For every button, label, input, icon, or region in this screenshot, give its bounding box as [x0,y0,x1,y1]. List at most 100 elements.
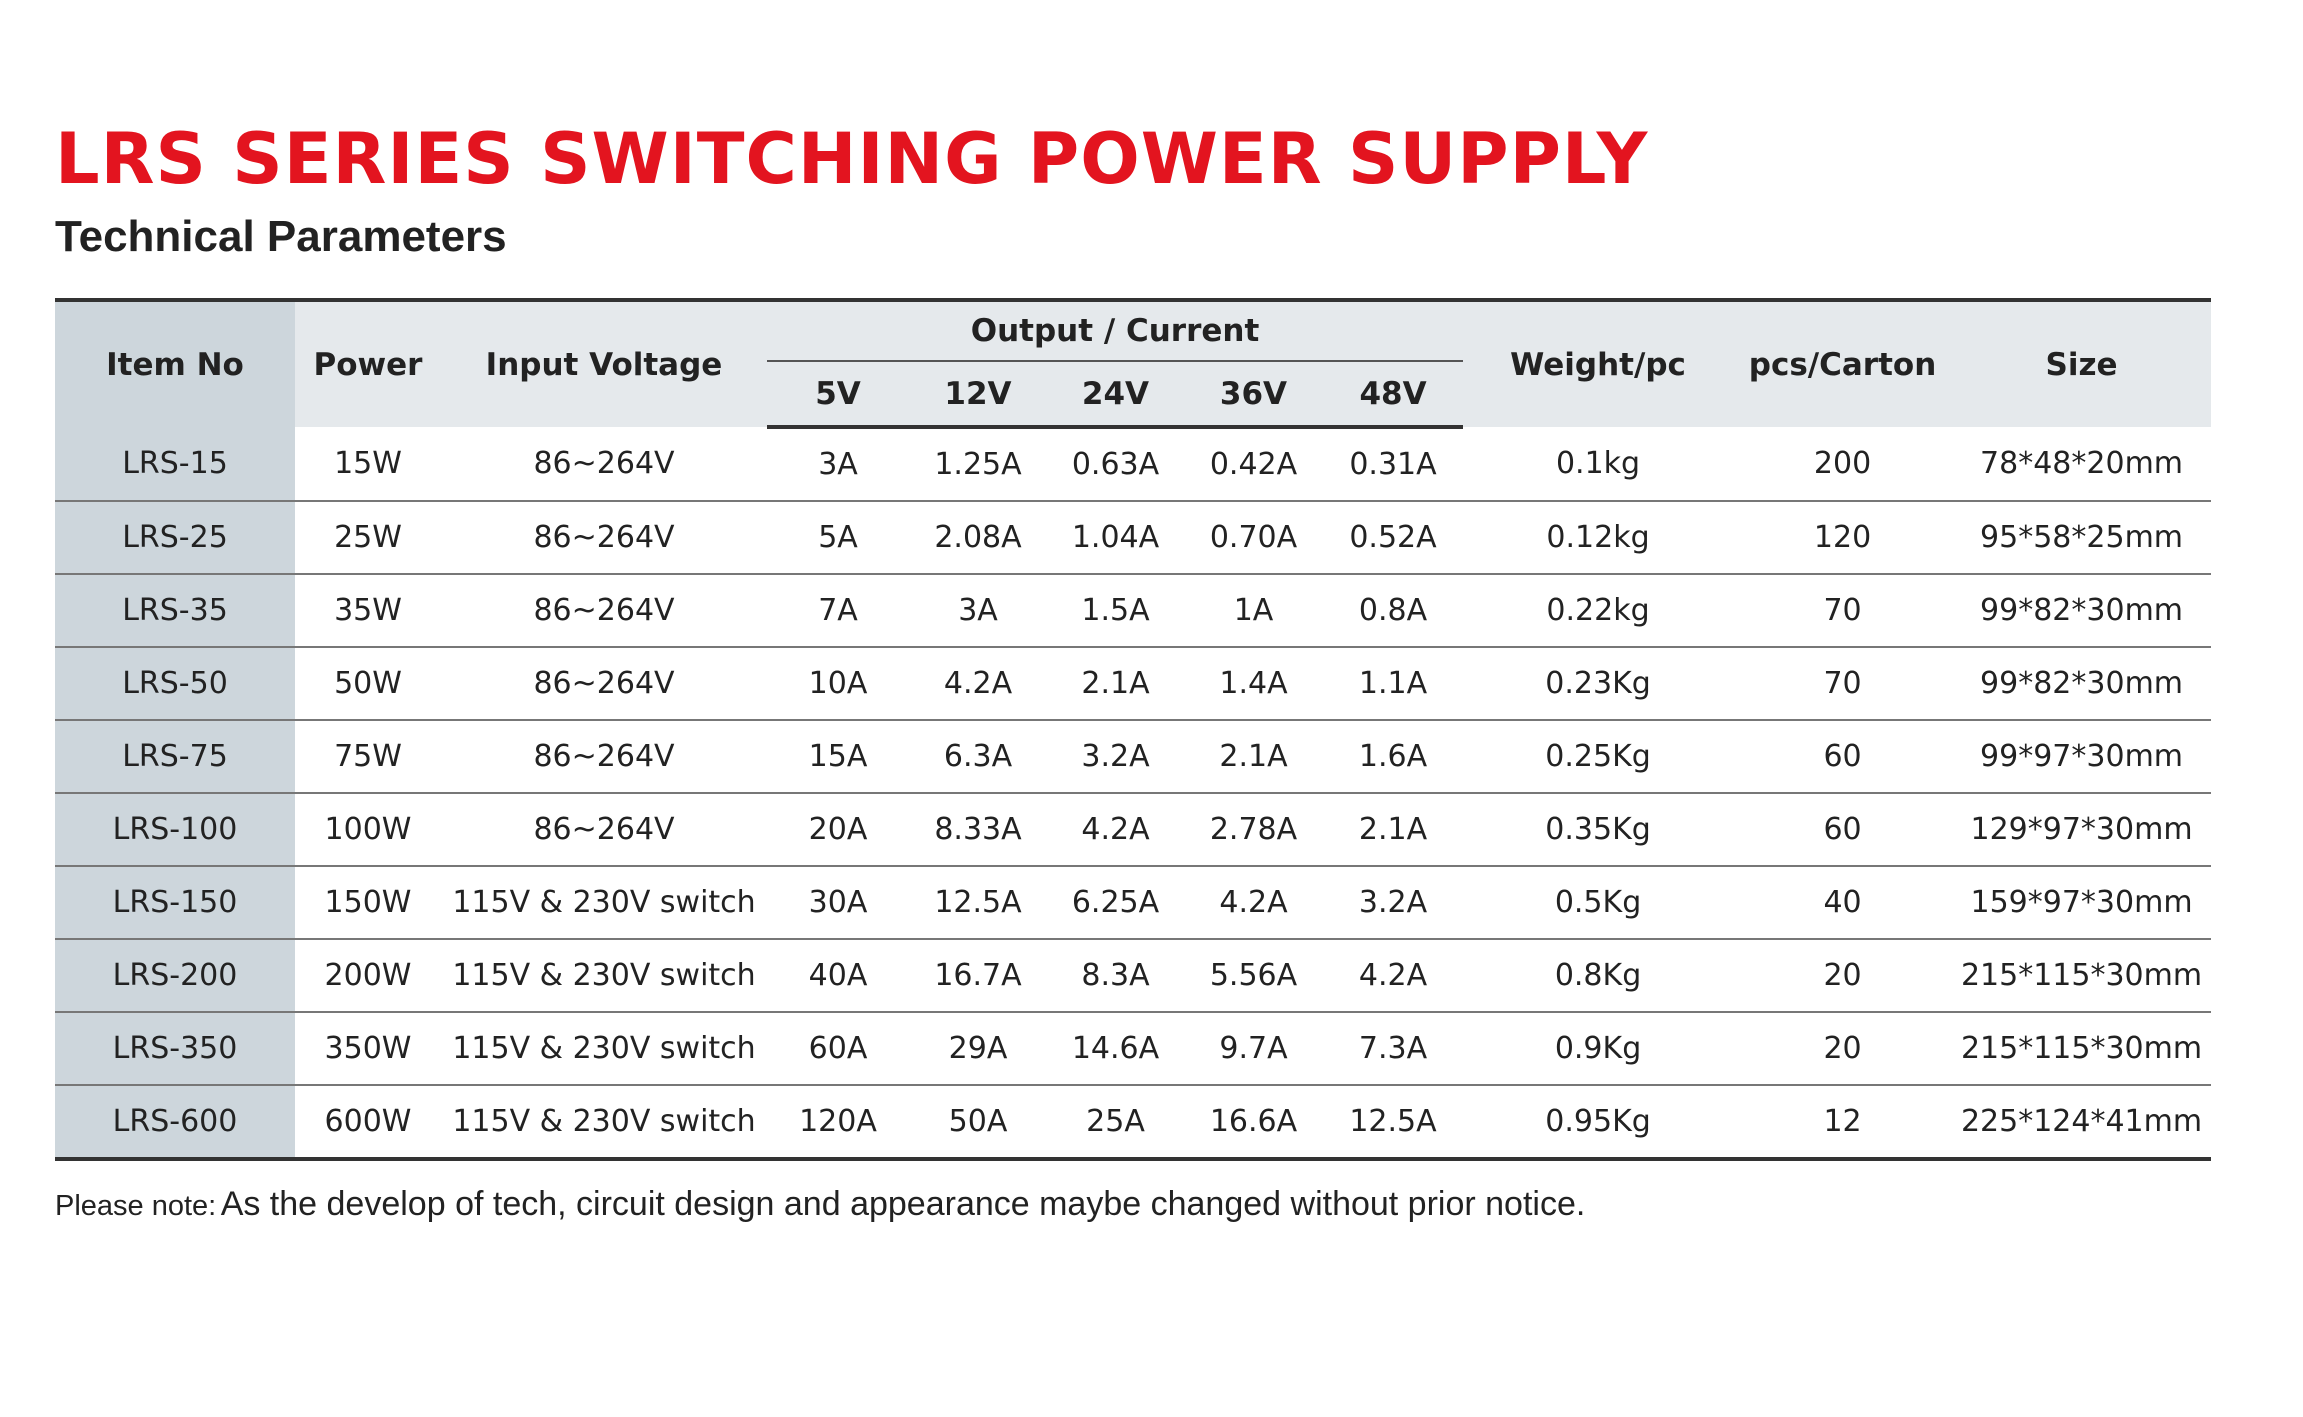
cell: 0.12kg [1463,501,1734,575]
cell: 30A [767,866,909,940]
item-cell: LRS-15 [55,427,295,502]
cell: 2.1A [1323,793,1464,867]
voltage-header: 24V [1047,361,1184,429]
cell: 0.8Kg [1463,939,1734,1013]
cell: 40 [1733,866,1953,940]
cell: 0.35Kg [1463,793,1734,867]
voltage-header: 48V [1323,361,1464,429]
cell: 3A [767,427,909,502]
cell: 2.1A [1184,720,1323,794]
cell: 50W [295,647,441,721]
cell: 86~264V [441,501,767,575]
cell: 200W [295,939,441,1013]
subtitle: Technical Parameters [55,212,507,261]
note: Please note: As the develop of tech, cir… [55,1185,1585,1224]
cell: 1.5A [1047,574,1184,648]
table-row: LRS-15 15W 86~264V 3A 1.25A 0.63A 0.42A 0.31A 0.… [55,427,2212,502]
cell: 5.56A [1184,939,1323,1013]
cell: 4.2A [909,647,1047,721]
cell: 159*97*30mm [1952,866,2212,940]
table-row: LRS-100 100W 86~264V 20A 8.33A 4.2A 2.78A 2.1A 0… [55,793,2212,867]
cell: 215*115*30mm [1952,1012,2212,1086]
cell: 0.1kg [1463,427,1734,502]
cell: 7.3A [1323,1012,1464,1086]
cell: 0.52A [1323,501,1464,575]
column-header: Power [295,298,441,427]
cell: 0.25Kg [1463,720,1734,794]
cell: 0.63A [1047,427,1184,502]
cell: 35W [295,574,441,648]
cell: 115V & 230V switch [441,1085,767,1161]
cell: 40A [767,939,909,1013]
cell: 200 [1733,427,1953,502]
item-cell: LRS-350 [55,1012,295,1086]
cell: 100W [295,793,441,867]
cell: 50A [909,1085,1047,1161]
cell: 15A [767,720,909,794]
cell: 150W [295,866,441,940]
cell: 75W [295,720,441,794]
cell: 1.4A [1184,647,1323,721]
cell: 4.2A [1047,793,1184,867]
cell: 78*48*20mm [1952,427,2212,502]
cell: 0.95Kg [1463,1085,1734,1161]
cell: 95*58*25mm [1952,501,2212,575]
note-label: Please note: [55,1190,217,1222]
table-row: LRS-50 50W 86~264V 10A 4.2A 2.1A 1.4A 1.1A 0.23K… [55,647,2212,721]
table-row: LRS-35 35W 86~264V 7A 3A 1.5A 1A 0.8A 0.22kg 70 99… [55,574,2212,648]
cell: 60 [1733,720,1953,794]
column-header: Weight/pc [1463,298,1734,427]
table-row: LRS-25 25W 86~264V 5A 2.08A 1.04A 0.70A 0.52A 0.… [55,501,2212,575]
cell: 0.9Kg [1463,1012,1734,1086]
cell: 0.22kg [1463,574,1734,648]
cell: 7A [767,574,909,648]
cell: 1.6A [1323,720,1464,794]
cell: 0.70A [1184,501,1323,575]
cell: 99*82*30mm [1952,574,2212,648]
cell: 2.78A [1184,793,1323,867]
cell: 3A [909,574,1047,648]
cell: 9.7A [1184,1012,1323,1086]
cell: 16.6A [1184,1085,1323,1161]
table-row: LRS-600 600W 115V & 230V switch 120A 50A 25A 1… [55,1085,2212,1161]
cell: 0.8A [1323,574,1464,648]
cell: 2.1A [1047,647,1184,721]
cell: 12.5A [909,866,1047,940]
item-cell: LRS-75 [55,720,295,794]
column-header: Input Voltage [441,298,767,427]
voltage-header: 12V [909,361,1047,429]
item-cell: LRS-100 [55,793,295,867]
cell: 8.33A [909,793,1047,867]
cell: 70 [1733,647,1953,721]
cell: 20A [767,793,909,867]
column-header: Size [1952,298,2212,427]
item-cell: LRS-600 [55,1085,295,1161]
cell: 0.5Kg [1463,866,1734,940]
column-header: Item No [55,298,295,427]
cell: 215*115*30mm [1952,939,2212,1013]
item-cell: LRS-25 [55,501,295,575]
cell: 12.5A [1323,1085,1464,1161]
cell: 15W [295,427,441,502]
cell: 1.1A [1323,647,1464,721]
cell: 10A [767,647,909,721]
cell: 4.2A [1184,866,1323,940]
cell: 25A [1047,1085,1184,1161]
cell: 4.2A [1323,939,1464,1013]
cell: 115V & 230V switch [441,939,767,1013]
item-cell: LRS-150 [55,866,295,940]
cell: 20 [1733,1012,1953,1086]
cell: 225*124*41mm [1952,1085,2212,1161]
cell: 99*97*30mm [1952,720,2212,794]
cell: 0.42A [1184,427,1323,502]
cell: 1A [1184,574,1323,648]
table-row: LRS-200 200W 115V & 230V switch 40A 16.7A 8.3… [55,939,2212,1013]
cell: 3.2A [1047,720,1184,794]
column-group-header: Output / Current [767,298,1464,362]
cell: 12 [1733,1085,1953,1161]
voltage-header: 36V [1184,361,1323,429]
cell: 86~264V [441,793,767,867]
cell: 5A [767,501,909,575]
cell: 99*82*30mm [1952,647,2212,721]
